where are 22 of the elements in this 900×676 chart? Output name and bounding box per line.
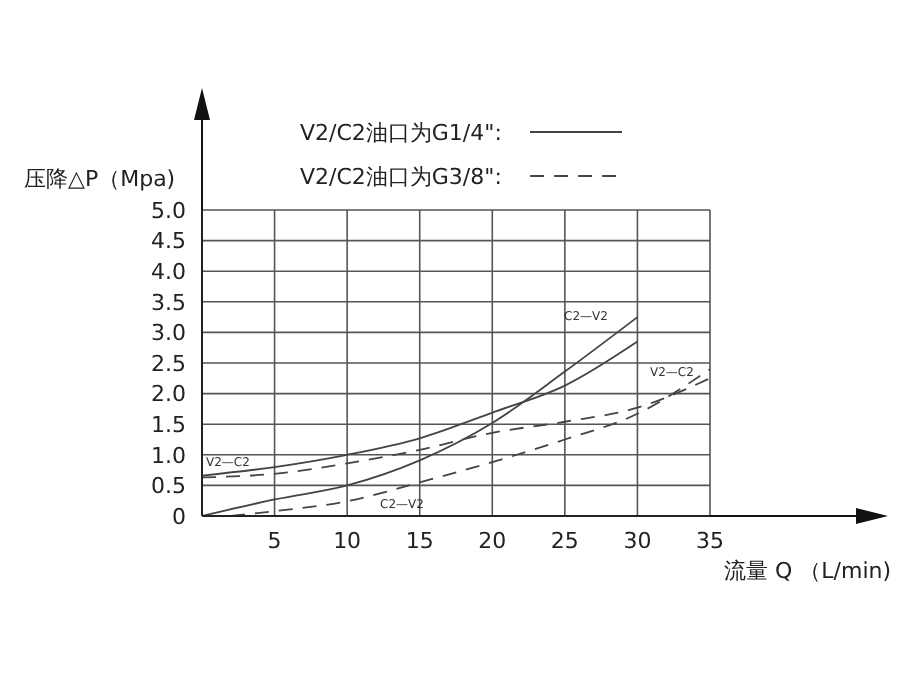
y-tick-label: 3.5 — [151, 289, 186, 316]
x-tick-label: 35 — [696, 527, 724, 554]
y-tick-label: 1.0 — [151, 442, 186, 469]
y-tick-label: 4.5 — [151, 228, 186, 255]
x-tick-label: 5 — [267, 527, 282, 554]
x-tick-label: 20 — [478, 527, 507, 554]
x-tick-label: 25 — [550, 527, 579, 554]
y-tick-label: 4.0 — [151, 259, 186, 286]
y-tick-label: 1.5 — [151, 412, 186, 439]
x-tick-label: 10 — [333, 527, 362, 554]
y-tick-label: 3.0 — [151, 320, 186, 347]
y-tick-label: 0.5 — [151, 473, 186, 500]
y-axis-title: 压降△P（Mpa) — [24, 164, 176, 194]
legend-label: V2/C2油口为G1/4": — [300, 117, 502, 147]
y-tick-label: 2.0 — [151, 381, 186, 408]
x-tick-label: 30 — [623, 527, 652, 554]
y-tick-label: 0 — [172, 503, 186, 530]
x-axis-title: 流量 Q （L/min) — [724, 556, 892, 586]
legend-label: V2/C2油口为G3/8": — [300, 161, 502, 191]
x-tick-label: 15 — [405, 527, 434, 554]
y-tick-label: 5.0 — [151, 197, 186, 224]
y-tick-label: 2.5 — [151, 350, 186, 377]
